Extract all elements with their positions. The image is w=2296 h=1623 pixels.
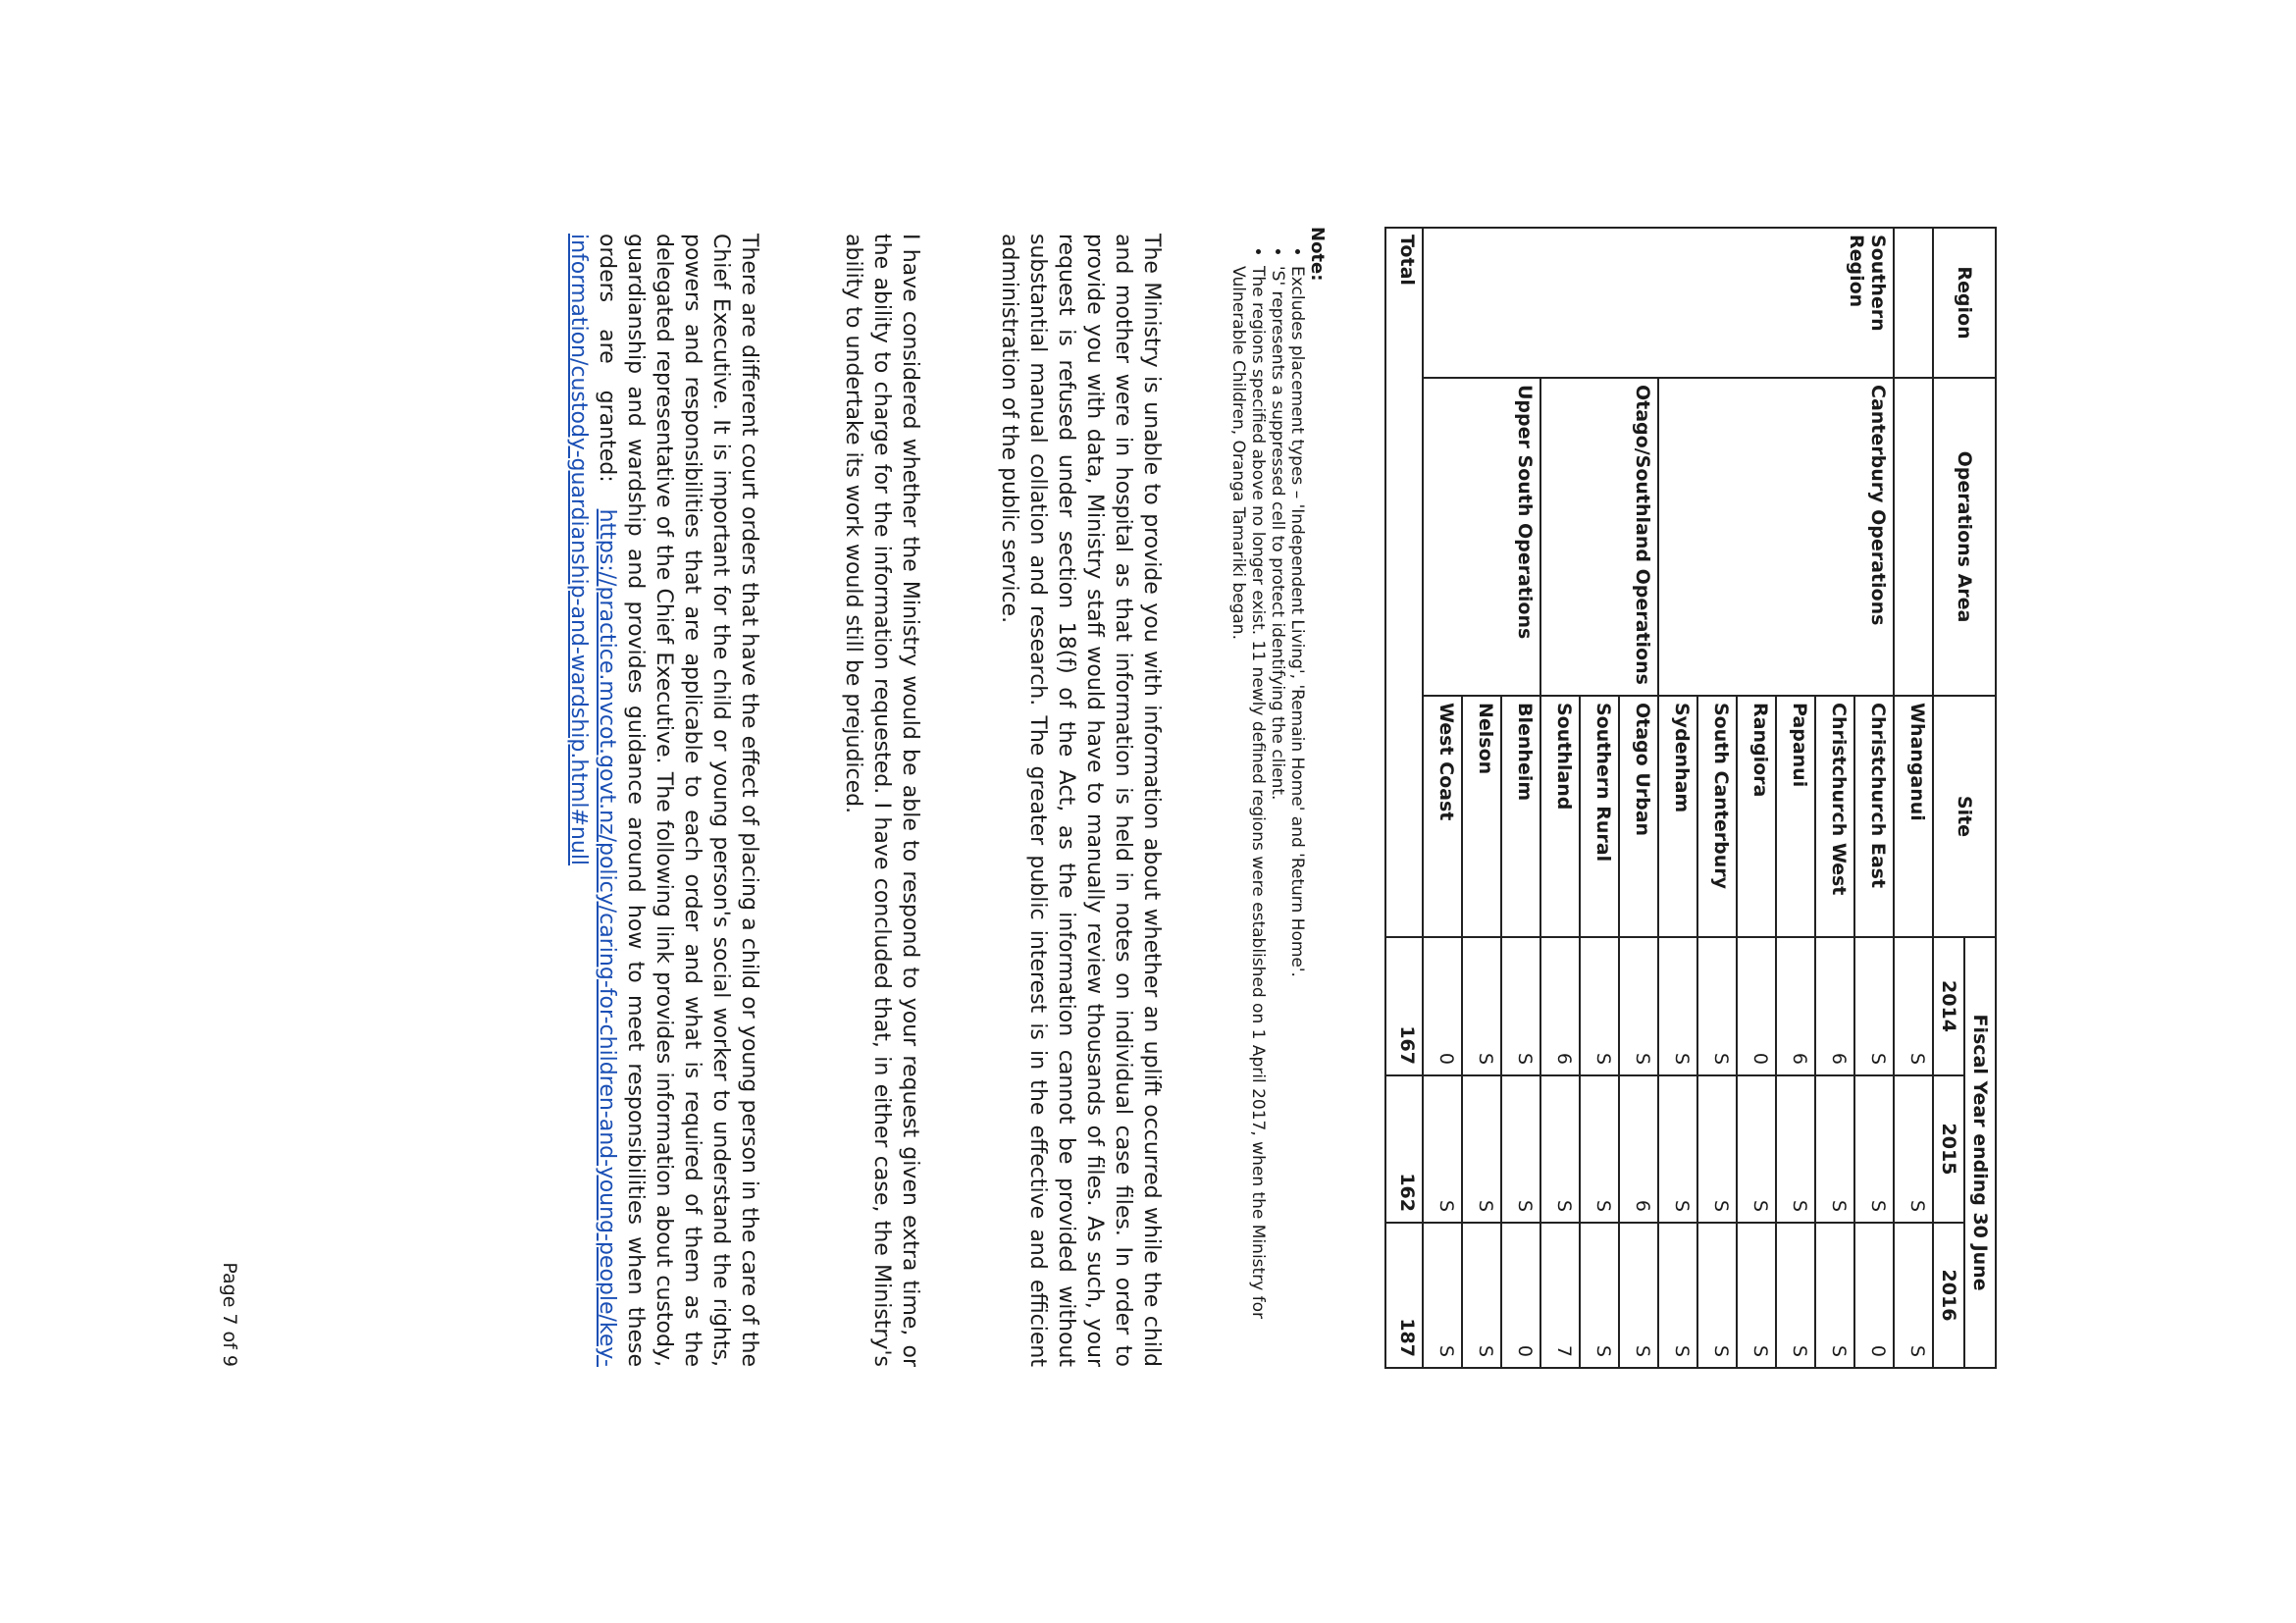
site-cell: South Canterbury [1697, 696, 1737, 937]
value-cell: S [1697, 1223, 1737, 1368]
value-cell: S [1540, 1075, 1580, 1223]
value-cell: S [1697, 937, 1737, 1075]
total-value: 162 [1385, 1075, 1423, 1223]
note-item: The regions specified above no longer ex… [1228, 266, 1268, 1375]
value-cell: S [1423, 1223, 1462, 1368]
header-site: Site [1933, 696, 1996, 937]
value-cell: S [1462, 1223, 1501, 1368]
site-cell: Christchurch East [1854, 696, 1894, 937]
value-cell: S [1894, 1223, 1933, 1368]
value-cell: S [1501, 937, 1540, 1075]
value-cell: S [1619, 937, 1658, 1075]
value-cell: S [1423, 1075, 1462, 1223]
total-label: Total [1385, 228, 1423, 937]
header-fiscal-year: Fiscal Year ending 30 June [1964, 937, 1996, 1368]
paragraph-text: There are different court orders that ha… [595, 234, 761, 1367]
table-row: Otago/Southland Operations Otago Urban S 6 S [1540, 228, 1658, 1368]
value-cell: S [1658, 937, 1697, 1075]
value-cell: 7 [1540, 1223, 1580, 1368]
header-region: Region [1933, 228, 1996, 378]
table-notes: Note: Excludes placement types – 'Indepe… [1228, 227, 1328, 1375]
value-cell: S [1462, 937, 1501, 1075]
value-cell: S [1658, 1223, 1697, 1368]
value-cell: S [1815, 1075, 1854, 1223]
header-row: Region Operations Area Site Fiscal Year … [1933, 228, 1996, 1368]
site-cell: Papanui [1776, 696, 1815, 937]
value-cell: 0 [1423, 937, 1462, 1075]
region-cell [1894, 228, 1933, 378]
header-year: 2015 [1933, 1075, 1964, 1223]
value-cell: S [1854, 1075, 1894, 1223]
total-value: 187 [1385, 1223, 1423, 1368]
site-cell: West Coast [1423, 696, 1462, 937]
operations-area-cell [1894, 378, 1933, 696]
table-row: Southern Region Canterbury Operations Chri… [1423, 228, 1894, 1368]
value-cell: 0 [1501, 1223, 1540, 1368]
header-operations-area: Operations Area [1933, 378, 1996, 696]
value-cell: S [1501, 1075, 1540, 1223]
paragraph-extension: I have considered whether the Ministry w… [841, 234, 922, 1367]
header-year: 2016 [1933, 1223, 1964, 1368]
site-cell: Christchurch West [1815, 696, 1854, 937]
site-cell: Sydenham [1658, 696, 1697, 937]
table-row: Upper South Operations Blenheim S S 0 [1423, 228, 1540, 1368]
operations-area-cell: Canterbury Operations [1658, 378, 1894, 696]
notes-title: Note: [1307, 227, 1328, 282]
region-cell: Southern Region [1423, 228, 1894, 378]
value-cell: S [1815, 1223, 1854, 1368]
value-cell: 0 [1737, 937, 1776, 1075]
value-cell: 6 [1619, 1075, 1658, 1223]
value-cell: S [1697, 1075, 1737, 1223]
site-cell: Blenheim [1501, 696, 1540, 937]
note-item: 'S' represents a suppressed cell to prot… [1268, 266, 1287, 1375]
value-cell: S [1894, 937, 1933, 1075]
site-cell: Otago Urban [1619, 696, 1658, 937]
value-cell: S [1854, 937, 1894, 1075]
value-cell: 6 [1776, 937, 1815, 1075]
placements-table: Region Operations Area Site Fiscal Year … [1384, 227, 1997, 1369]
value-cell: S [1658, 1075, 1697, 1223]
value-cell: S [1776, 1223, 1815, 1368]
paragraph-court-orders: There are different court orders that ha… [564, 234, 763, 1367]
total-row: Total 167 162 187 [1385, 228, 1423, 1368]
site-cell: Southland [1540, 696, 1580, 937]
operations-area-cell: Upper South Operations [1423, 378, 1540, 696]
value-cell: S [1462, 1075, 1501, 1223]
value-cell: S [1580, 1075, 1619, 1223]
value-cell: S [1737, 1223, 1776, 1368]
site-cell: Whanganui [1894, 696, 1933, 937]
value-cell: S [1580, 1223, 1619, 1368]
note-item: Excludes placement types – 'Independent … [1287, 266, 1307, 1375]
table-row: Whanganui S S S [1894, 228, 1933, 1368]
value-cell: 0 [1854, 1223, 1894, 1368]
header-year: 2014 [1933, 937, 1964, 1075]
value-cell: S [1737, 1075, 1776, 1223]
site-cell: Nelson [1462, 696, 1501, 937]
operations-area-cell: Otago/Southland Operations [1540, 378, 1658, 696]
value-cell: S [1580, 937, 1619, 1075]
total-value: 167 [1385, 937, 1423, 1075]
site-cell: Rangiora [1737, 696, 1776, 937]
value-cell: 6 [1540, 937, 1580, 1075]
value-cell: S [1894, 1075, 1933, 1223]
value-cell: S [1619, 1223, 1658, 1368]
paragraph-refusal: The Ministry is unable to provide you wi… [997, 234, 1164, 1367]
value-cell: 6 [1815, 937, 1854, 1075]
site-cell: Southern Rural [1580, 696, 1619, 937]
value-cell: S [1776, 1075, 1815, 1223]
page-number: Page 7 of 9 [219, 1262, 240, 1367]
